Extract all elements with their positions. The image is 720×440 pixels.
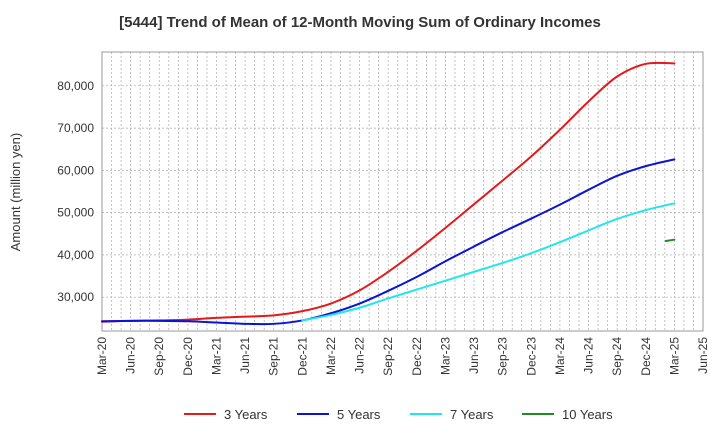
series-line-10-years — [664, 238, 676, 242]
x-tick-label: Jun-25 — [696, 337, 710, 374]
y-axis-title: Amount (million yen) — [8, 133, 23, 252]
x-tick-label: Jun-21 — [238, 337, 252, 374]
x-tick-label: Dec-24 — [639, 337, 653, 376]
series-line-3-years — [101, 61, 676, 323]
x-tick-label: Sep-21 — [267, 337, 281, 376]
x-tick-label: Dec-21 — [295, 337, 309, 376]
x-tick-label: Sep-20 — [152, 337, 166, 376]
y-tick-label: 60,000 — [57, 163, 94, 177]
x-tick-label: Jun-22 — [353, 337, 367, 374]
x-tick-label: Jun-24 — [582, 337, 596, 374]
x-axis: Mar-20 Jun-20 Sep-20 Dec-20 Mar-21 Jun-21 Sep-… — [95, 337, 710, 376]
legend-label: 5 Years — [337, 407, 381, 422]
y-tick-label: 30,000 — [57, 290, 94, 304]
series — [101, 61, 676, 326]
grid — [102, 52, 704, 331]
y-tick-label: 50,000 — [57, 206, 94, 220]
plot-frame — [101, 51, 704, 332]
x-tick-label: Mar-23 — [438, 337, 452, 375]
x-tick-label: Mar-22 — [324, 337, 338, 375]
x-tick-label: Jun-20 — [124, 337, 138, 374]
x-tick-label: Mar-20 — [95, 337, 109, 375]
x-tick-label: Sep-22 — [381, 337, 395, 376]
x-tick-label: Dec-23 — [524, 337, 538, 376]
x-tick-label: Mar-21 — [209, 337, 223, 375]
x-tick-label: Mar-25 — [667, 337, 681, 375]
x-tick-label: Mar-24 — [553, 337, 567, 375]
x-tick-label: Dec-20 — [181, 337, 195, 376]
legend-label: 3 Years — [224, 407, 268, 422]
y-tick-label: 40,000 — [57, 248, 94, 262]
series-line-5-years — [101, 158, 676, 326]
x-tick-label: Jun-23 — [467, 337, 481, 374]
y-tick-label: 70,000 — [57, 121, 94, 135]
y-tick-label: 80,000 — [57, 79, 94, 93]
x-tick-label: Dec-22 — [410, 337, 424, 376]
legend-label: 7 Years — [450, 407, 494, 422]
chart-title: [5444] Trend of Mean of 12-Month Moving … — [119, 14, 601, 31]
x-tick-label: Sep-24 — [610, 337, 624, 376]
x-tick-label: Sep-23 — [496, 337, 510, 376]
y-axis: 30,000 40,000 50,000 60,000 70,000 80,000 — [57, 79, 94, 304]
series-line-7-years — [301, 202, 676, 322]
legend-label: 10 Years — [562, 407, 613, 422]
legend: 3 Years 5 Years 7 Years 10 Years — [184, 407, 613, 422]
